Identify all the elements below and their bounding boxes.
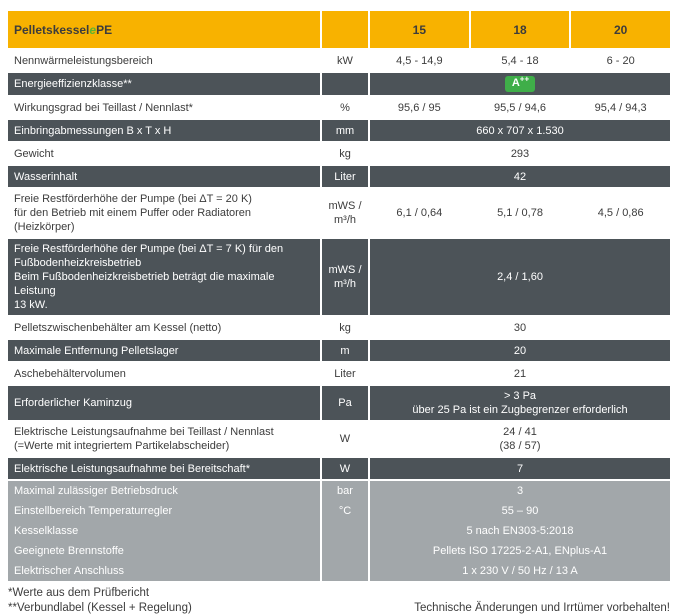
row-label: Elektrische Leistungsaufnahme bei Bereit… — [8, 458, 320, 479]
row-unit: W — [322, 422, 368, 456]
row-unit: W — [322, 458, 368, 479]
row-unit: kg — [322, 143, 368, 164]
row-unit: mWS / m³/h — [322, 239, 368, 315]
row-label: Elektrische Leistungsaufnahme bei Teilla… — [8, 422, 320, 456]
row-unit — [322, 73, 368, 95]
row-unit: mWS / m³/h — [322, 189, 368, 237]
row-label: Nennwärmeleistungsbereich — [8, 50, 320, 71]
value-cell: 5,4 - 18 — [470, 50, 570, 71]
table-header-row: Pelletskessel e PE 15 18 20 — [8, 11, 671, 48]
value-cell-merged: 20 — [370, 340, 670, 361]
spec-table: Pelletskessel e PE 15 18 20 Nennwärmeleis… — [8, 11, 671, 581]
table-row: Wasserinhalt Liter 42 — [8, 166, 670, 187]
table-row: Elektrische Leistungsaufnahme bei Bereit… — [8, 458, 670, 479]
row-label: Freie Restförderhöhe der Pumpe (bei ΔT =… — [8, 239, 320, 315]
row-unit: m — [322, 340, 368, 361]
table-title-prefix: Pelletskessel — [14, 22, 90, 37]
table-row: Pelletszwischenbehälter am Kessel (netto… — [8, 317, 670, 338]
value-cell-merged: 2,4 / 1,60 — [370, 239, 670, 315]
table-row: Freie Restförderhöhe der Pumpe (bei ΔT =… — [8, 189, 671, 237]
row-label: Kesselklasse — [8, 521, 320, 541]
table-row: Energieeffizienzklasse** A++ — [8, 73, 670, 95]
row-label: Einbringabmessungen B x T x H — [8, 120, 320, 141]
row-label: Energieeffizienzklasse** — [8, 73, 320, 95]
value-cell: 6 - 20 — [571, 50, 671, 71]
row-label: Erforderlicher Kaminzug — [8, 386, 320, 420]
row-unit: °C — [322, 501, 368, 521]
table-row: Maximale Entfernung Pelletslager m 20 — [8, 340, 670, 361]
header-col-15: 15 — [370, 11, 469, 48]
row-unit: kW — [322, 50, 368, 71]
table-row: Kesselklasse 5 nach EN303-5:2018 — [8, 521, 670, 541]
value-cell-merged: 21 — [370, 363, 670, 384]
value-cell-merged: 5 nach EN303-5:2018 — [370, 521, 670, 541]
value-cell-merged: 293 — [370, 143, 670, 164]
value-cell-merged: 42 — [370, 166, 670, 187]
table-title-e: e — [89, 22, 97, 37]
table-row: Aschebehältervolumen Liter 21 — [8, 363, 670, 384]
row-label: Pelletszwischenbehälter am Kessel (netto… — [8, 317, 320, 338]
energy-class-badge: A++ — [504, 75, 536, 92]
value-cell: 95,6 / 95 — [370, 97, 469, 118]
value-cell-merged: A++ — [370, 73, 670, 95]
row-unit: Pa — [322, 386, 368, 420]
row-unit: kg — [322, 317, 368, 338]
footnote-2: **Verbundlabel (Kessel + Regelung) — [8, 602, 192, 614]
value-cell: 6,1 / 0,64 — [370, 189, 469, 237]
value-cell-merged: > 3 Pa über 25 Pa ist ein Zugbegrenzer e… — [370, 386, 670, 420]
table-row: Geeignete Brennstoffe Pellets ISO 17225-2… — [8, 541, 670, 561]
row-unit: bar — [322, 481, 368, 501]
row-label: Freie Restförderhöhe der Pumpe (bei ΔT =… — [8, 189, 320, 237]
row-unit: Liter — [322, 166, 368, 187]
table-row: Wirkungsgrad bei Teillast / Nennlast*% 95… — [8, 97, 671, 118]
value-cell: 95,5 / 94,6 — [470, 97, 570, 118]
row-unit — [322, 521, 368, 541]
value-cell-merged: Pellets ISO 17225-2-A1, ENplus-A1 — [370, 541, 670, 561]
row-label: Wasserinhalt — [8, 166, 320, 187]
table-row: Freie Restförderhöhe der Pumpe (bei ΔT =… — [8, 239, 670, 315]
table-row: Einstellbereich Temperaturregler °C 55 – 9… — [8, 501, 670, 521]
value-cell: 5,1 / 0,78 — [470, 189, 570, 237]
row-label: Maximale Entfernung Pelletslager — [8, 340, 320, 361]
value-cell: 95,4 / 94,3 — [571, 97, 671, 118]
value-cell-merged: 30 — [370, 317, 670, 338]
header-unit-cell — [322, 11, 368, 48]
table-row: Erforderlicher Kaminzug Pa > 3 Pa über 25 … — [8, 386, 670, 420]
row-label: Geeignete Brennstoffe — [8, 541, 320, 561]
value-cell-merged: 55 – 90 — [370, 501, 670, 521]
disclaimer: Technische Änderungen und Irrtümer vorbe… — [414, 602, 670, 614]
table-row: Maximal zulässiger Betriebsdruck bar 3 — [8, 481, 670, 501]
footnote-1: *Werte aus dem Prüfbericht — [8, 587, 150, 599]
value-cell-merged: 7 — [370, 458, 670, 479]
row-unit — [322, 541, 368, 561]
row-unit: % — [322, 97, 368, 118]
table-title-suffix: PE — [96, 22, 113, 37]
row-label: Einstellbereich Temperaturregler — [8, 501, 320, 521]
value-cell-merged: 3 — [370, 481, 670, 501]
value-cell-merged: 660 x 707 x 1.530 — [370, 120, 670, 141]
row-label: Elektrischer Anschluss — [8, 561, 320, 581]
value-cell-merged: 24 / 41 (38 / 57) — [370, 422, 670, 456]
spec-sheet: Pelletskessel e PE 15 18 20 Nennwärmeleis… — [8, 11, 671, 614]
row-unit: mm — [322, 120, 368, 141]
header-col-20: 20 — [571, 11, 671, 48]
row-label: Gewicht — [8, 143, 320, 164]
row-label: Maximal zulässiger Betriebsdruck — [8, 481, 320, 501]
header-col-18: 18 — [470, 11, 570, 48]
footer: *Werte aus dem Prüfbericht **Verbundlabe… — [8, 586, 670, 616]
table-title: Pelletskessel e PE — [8, 11, 320, 48]
row-unit — [322, 561, 368, 581]
value-cell: 4,5 / 0,86 — [571, 189, 671, 237]
row-label: Aschebehältervolumen — [8, 363, 320, 384]
table-rows: Nennwärmeleistungsbereich kW 4,5 - 14,9 5,4… — [8, 50, 671, 581]
table-row: Elektrischer Anschluss 1 x 230 V / 50 Hz … — [8, 561, 670, 581]
table-row: Elektrische Leistungsaufnahme bei Teilla… — [8, 422, 670, 456]
row-label: Wirkungsgrad bei Teillast / Nennlast* — [8, 97, 320, 118]
value-cell: 4,5 - 14,9 — [370, 50, 469, 71]
table-row: Nennwärmeleistungsbereich kW 4,5 - 14,9 5,4… — [8, 50, 671, 71]
table-row: Gewicht kg 293 — [8, 143, 670, 164]
value-cell-merged: 1 x 230 V / 50 Hz / 13 A — [370, 561, 670, 581]
row-unit: Liter — [322, 363, 368, 384]
